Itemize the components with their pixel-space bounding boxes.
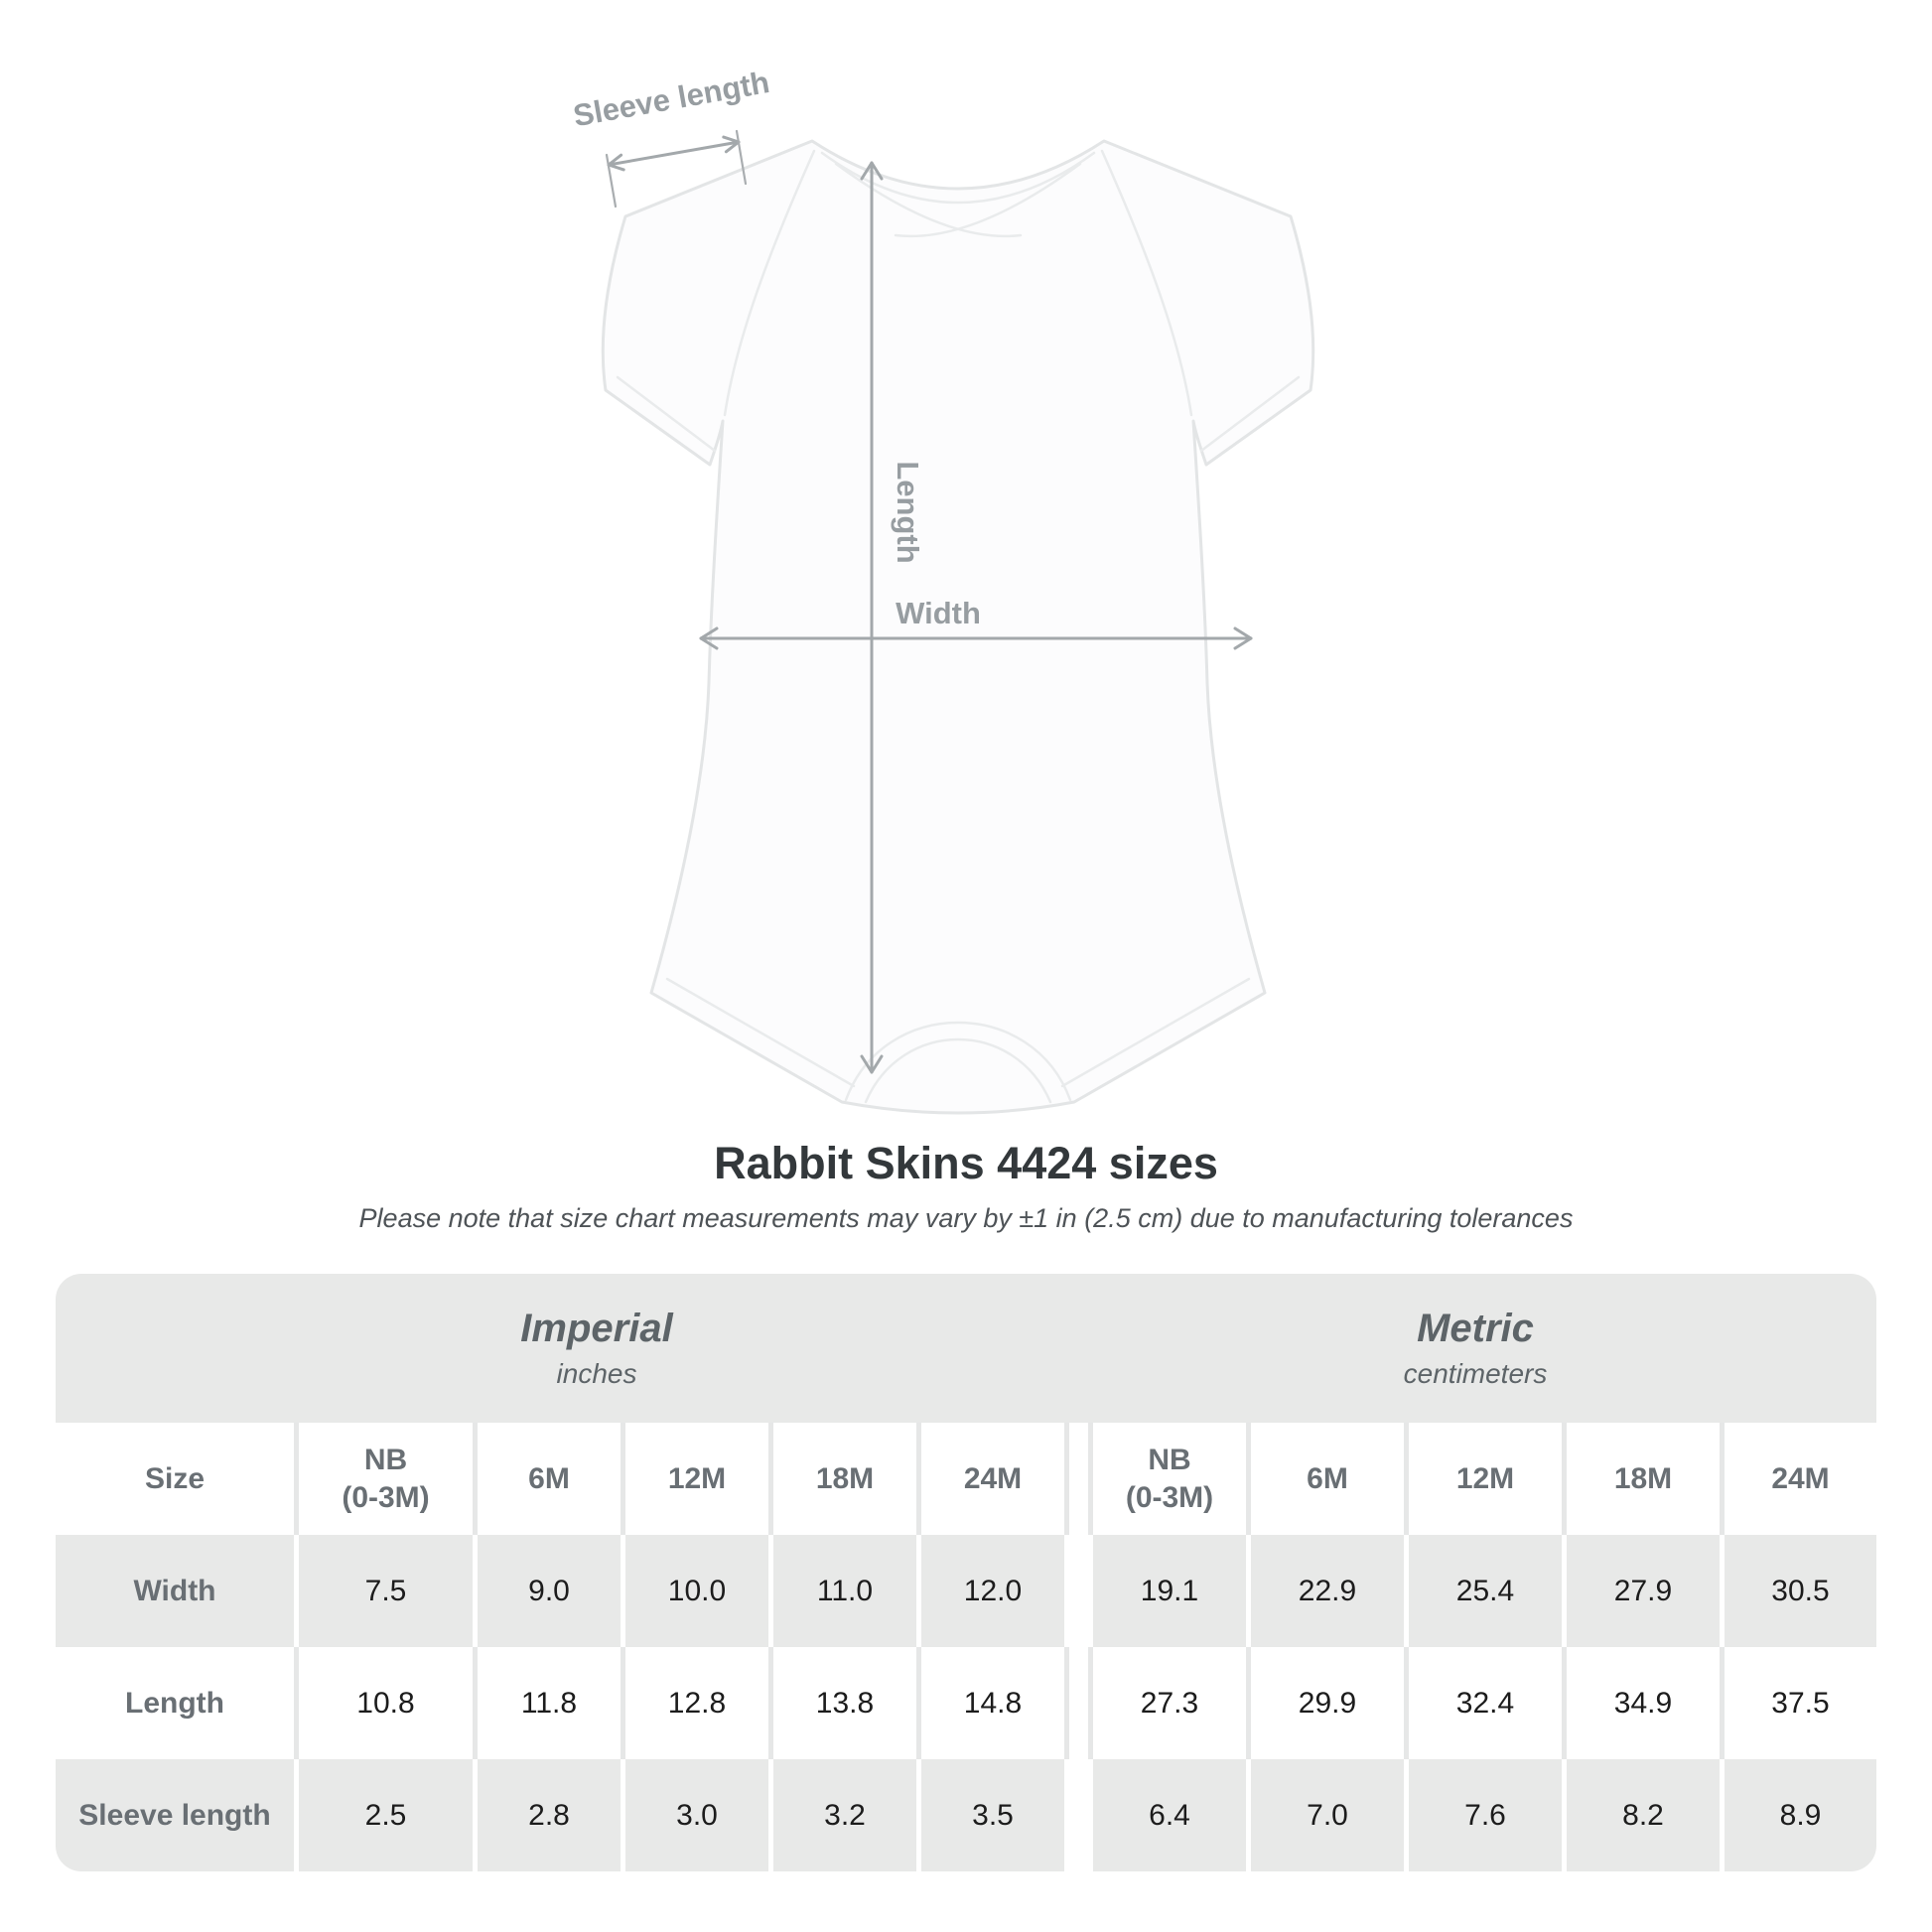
length-label: Length [891,461,925,563]
length-imperial-nb: 10.8 [294,1647,473,1759]
sleeve-metric-18m: 8.2 [1562,1759,1720,1871]
sleeve-hem-right [1199,375,1301,453]
length-metric-12m: 32.4 [1404,1647,1562,1759]
length-metric-nb: 27.3 [1088,1647,1246,1759]
group-divider [1064,1759,1088,1871]
size-col-header-metric-24m: 24M [1720,1423,1876,1535]
length-imperial-18m: 13.8 [768,1647,916,1759]
width-label: Width [896,596,981,630]
row-label: Width [56,1535,294,1647]
size-col-header-imperial-6m: 6M [473,1423,621,1535]
width-metric-nb: 19.1 [1088,1535,1246,1647]
size-table: Imperial inches Metric centimeters Size … [56,1274,1876,1871]
envelope-flap-right-seam [894,162,1082,238]
length-metric-24m: 37.5 [1720,1647,1876,1759]
width-imperial-nb: 7.5 [294,1535,473,1647]
envelope-flap-left-seam [834,162,1023,238]
table-row-sleeve-length: Sleeve length 2.5 2.8 3.0 3.2 3.5 6.4 7.… [56,1759,1876,1871]
width-metric-12m: 25.4 [1404,1535,1562,1647]
size-col-header-imperial-24m: 24M [916,1423,1064,1535]
page-title: Rabbit Skins 4424 sizes [714,1138,1218,1188]
sleeve-imperial-6m: 2.8 [473,1759,621,1871]
length-imperial-12m: 12.8 [621,1647,768,1759]
size-col-header-imperial-nb: NB (0-3M) [294,1423,473,1535]
group-divider [1064,1535,1088,1647]
unit-group-header-band: Imperial inches Metric centimeters [56,1274,1876,1423]
width-metric-24m: 30.5 [1720,1535,1876,1647]
crotch-flap-inner-seam [864,1037,1052,1104]
imperial-group-title: Imperial [520,1307,673,1350]
size-col-header-imperial-18m: 18M [768,1423,916,1535]
sleeve-hem-left [616,375,717,453]
leg-hem-right [1060,977,1251,1088]
table-row-length: Length 10.8 11.8 12.8 13.8 14.8 27.3 29.… [56,1647,1876,1759]
group-divider [1064,1647,1088,1759]
length-metric-18m: 34.9 [1562,1647,1720,1759]
sleeve-seam-left [723,149,816,417]
size-header-label: Size [144,1461,206,1495]
table-row-width: Width 7.5 9.0 10.0 11.0 12.0 19.1 22.9 2… [56,1535,1876,1647]
size-header-row: Size NB (0-3M) 6M 12M 18M 24M NB (0-3M) … [56,1423,1876,1535]
width-imperial-12m: 10.0 [621,1535,768,1647]
collar-seam [820,151,1096,205]
size-col-header-metric-18m: 18M [1562,1423,1720,1535]
onesie-drawing [601,139,1315,1115]
size-col-header-metric-6m: 6M [1246,1423,1404,1535]
sleeve-metric-12m: 7.6 [1404,1759,1562,1871]
bodysuit-diagram: Sleeve length Length Width [571,68,1315,1115]
tolerance-note: Please note that size chart measurements… [358,1203,1574,1233]
length-arrow-icon [860,161,884,1074]
width-imperial-18m: 11.0 [768,1535,916,1647]
sleeve-imperial-18m: 3.2 [768,1759,916,1871]
sleeve-imperial-12m: 3.0 [621,1759,768,1871]
sleeve-imperial-nb: 2.5 [294,1759,473,1871]
sleeve-seam-right [1100,149,1193,417]
width-arrow-icon [699,626,1253,650]
size-col-header-metric-12m: 12M [1404,1423,1562,1535]
metric-group-unit: centimeters [1403,1358,1548,1389]
sleeve-length-arrow-icon [605,129,748,208]
imperial-group-unit: inches [556,1358,637,1389]
row-label: Sleeve length [56,1759,294,1871]
length-imperial-24m: 14.8 [916,1647,1064,1759]
sleeve-imperial-24m: 3.5 [916,1759,1064,1871]
imperial-group-header: Imperial inches [56,1274,1138,1423]
length-metric-6m: 29.9 [1246,1647,1404,1759]
metric-group-header: Metric centimeters [1074,1274,1876,1423]
sleeve-metric-6m: 7.0 [1246,1759,1404,1871]
width-imperial-6m: 9.0 [473,1535,621,1647]
group-divider [1064,1423,1088,1535]
row-label: Length [125,1686,224,1720]
width-metric-18m: 27.9 [1562,1535,1720,1647]
width-imperial-24m: 12.0 [916,1535,1064,1647]
size-col-header-imperial-12m: 12M [621,1423,768,1535]
length-imperial-6m: 11.8 [473,1647,621,1759]
sleeve-metric-nb: 6.4 [1088,1759,1246,1871]
onesie-silhouette [601,139,1315,1115]
size-col-header-metric-nb: NB (0-3M) [1088,1423,1246,1535]
width-metric-6m: 22.9 [1246,1535,1404,1647]
leg-hem-left [665,977,856,1088]
metric-group-title: Metric [1417,1307,1534,1350]
sleeve-length-label: Sleeve length [571,68,772,133]
sleeve-metric-24m: 8.9 [1720,1759,1876,1871]
